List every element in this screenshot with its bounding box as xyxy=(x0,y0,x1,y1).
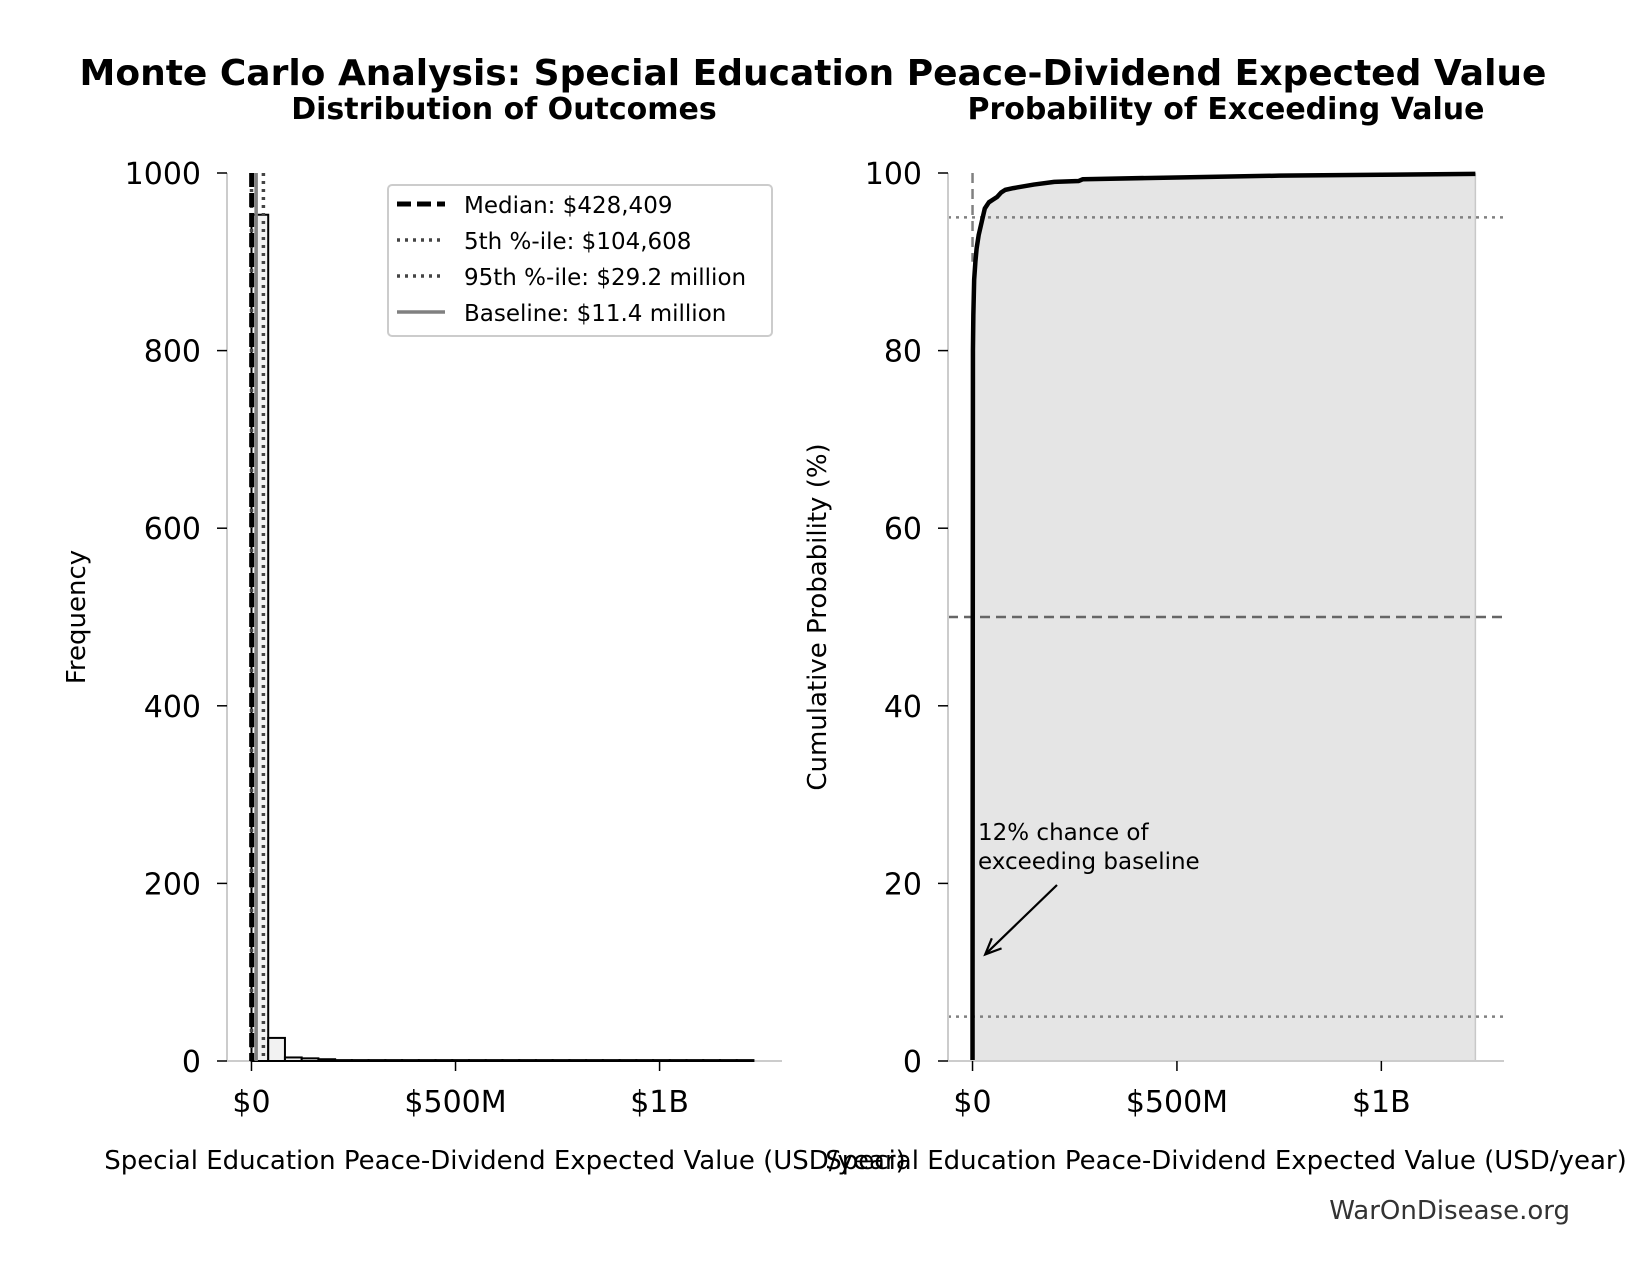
y-tick-label: 600 xyxy=(144,512,201,547)
y-tick-label: 200 xyxy=(144,867,201,902)
histogram-bar xyxy=(334,1059,353,1063)
histogram-bar xyxy=(518,1059,537,1063)
legend-p95-label: 95th %-ile: $29.2 million xyxy=(464,265,746,291)
histogram-axes: 0 200 400 600 800 1000 $0 $500M $1B xyxy=(125,157,782,1120)
cdf-panel: Probability of Exceeding Value 0 20 40 60 80… xyxy=(803,92,1626,1176)
y-tick-label: 800 xyxy=(144,335,201,370)
histogram-bar xyxy=(283,1056,303,1062)
y-tick-label: 20 xyxy=(884,867,922,902)
y-tick-label: 0 xyxy=(903,1045,922,1080)
histogram-bar xyxy=(718,1059,738,1063)
cdf-y-label: Cumulative Probability (%) xyxy=(803,443,833,790)
histogram-bar xyxy=(585,1059,604,1063)
cdf-axes: 0 20 40 60 80 100 $0 $500M $1B xyxy=(865,157,1504,1120)
y-tick-label: 0 xyxy=(182,1045,201,1080)
legend-median-label: Median: $428,409 xyxy=(464,193,672,219)
histogram-bar xyxy=(568,1059,588,1063)
y-tick-label: 1000 xyxy=(125,157,201,192)
legend-frame xyxy=(387,184,773,337)
annotation-arrow xyxy=(983,884,1058,957)
histogram-bar xyxy=(451,1059,470,1063)
legend-baseline-label: Baseline: $11.4 million xyxy=(464,301,726,327)
histogram-bar xyxy=(350,1059,370,1063)
histogram-bar xyxy=(501,1059,521,1063)
x-tick-label: $0 xyxy=(232,1085,270,1120)
histogram-x-label: Special Education Peace-Dividend Expecte… xyxy=(104,1146,905,1176)
histogram-bar xyxy=(417,1059,437,1063)
histogram-bar xyxy=(668,1059,688,1063)
histogram-reference-lines xyxy=(249,173,266,1061)
y-tick-label: 60 xyxy=(884,512,922,547)
histogram-bar xyxy=(685,1059,705,1063)
arrow-shaft xyxy=(984,884,1058,956)
histogram-bar xyxy=(300,1057,320,1063)
histogram-title: Distribution of Outcomes xyxy=(291,92,717,127)
histogram-bars xyxy=(250,213,755,1063)
cdf-x-label: Special Education Peace-Dividend Expecte… xyxy=(825,1146,1626,1176)
histogram-bar xyxy=(635,1059,655,1063)
x-tick-label: $500M xyxy=(1126,1085,1228,1120)
y-tick-label: 80 xyxy=(884,335,922,370)
histogram-panel: Distribution of Outcomes 0 200 400 600 800 10… xyxy=(62,92,906,1176)
watermark: WarOnDisease.org xyxy=(1329,1196,1570,1226)
histogram-bar xyxy=(484,1059,504,1063)
y-tick-label: 40 xyxy=(884,690,922,725)
x-tick-label: $1B xyxy=(630,1085,689,1120)
histogram-bar xyxy=(317,1058,337,1062)
x-tick-label: $0 xyxy=(953,1085,991,1120)
cdf-title: Probability of Exceeding Value xyxy=(967,92,1484,127)
histogram-bar xyxy=(601,1059,621,1063)
arrow-head xyxy=(983,937,1002,957)
histogram-bar xyxy=(367,1059,387,1063)
histogram-bar xyxy=(534,1059,554,1063)
figure-title: Monte Carlo Analysis: Special Education … xyxy=(80,53,1547,94)
cdf-curve xyxy=(970,171,1476,1061)
histogram-bar xyxy=(401,1059,420,1063)
histogram-bar xyxy=(551,1059,571,1063)
histogram-legend: Median: $428,409 5th %-ile: $104,608 95t… xyxy=(387,184,773,337)
x-tick-label: $500M xyxy=(404,1085,506,1120)
histogram-bar xyxy=(384,1059,404,1063)
histogram-bar xyxy=(467,1059,487,1063)
x-tick-label: $1B xyxy=(1352,1085,1411,1120)
legend-p5-label: 5th %-ile: $104,608 xyxy=(464,229,691,255)
y-tick-label: 400 xyxy=(144,690,201,725)
histogram-bar xyxy=(652,1059,671,1063)
cdf-line xyxy=(970,171,1476,1061)
histogram-bar xyxy=(735,1059,755,1063)
annotation-line-1: 12% chance of xyxy=(978,820,1150,846)
histogram-bar xyxy=(702,1059,721,1063)
cdf-reference-lines xyxy=(948,173,1504,1018)
histogram-bar xyxy=(267,1036,286,1062)
histogram-bar xyxy=(434,1059,454,1063)
cdf-annotation: 12% chance of exceeding baseline xyxy=(978,820,1200,957)
histogram-y-label: Frequency xyxy=(62,550,92,684)
y-tick-label: 100 xyxy=(865,157,922,192)
histogram-bar xyxy=(618,1059,638,1063)
annotation-line-2: exceeding baseline xyxy=(978,849,1200,875)
